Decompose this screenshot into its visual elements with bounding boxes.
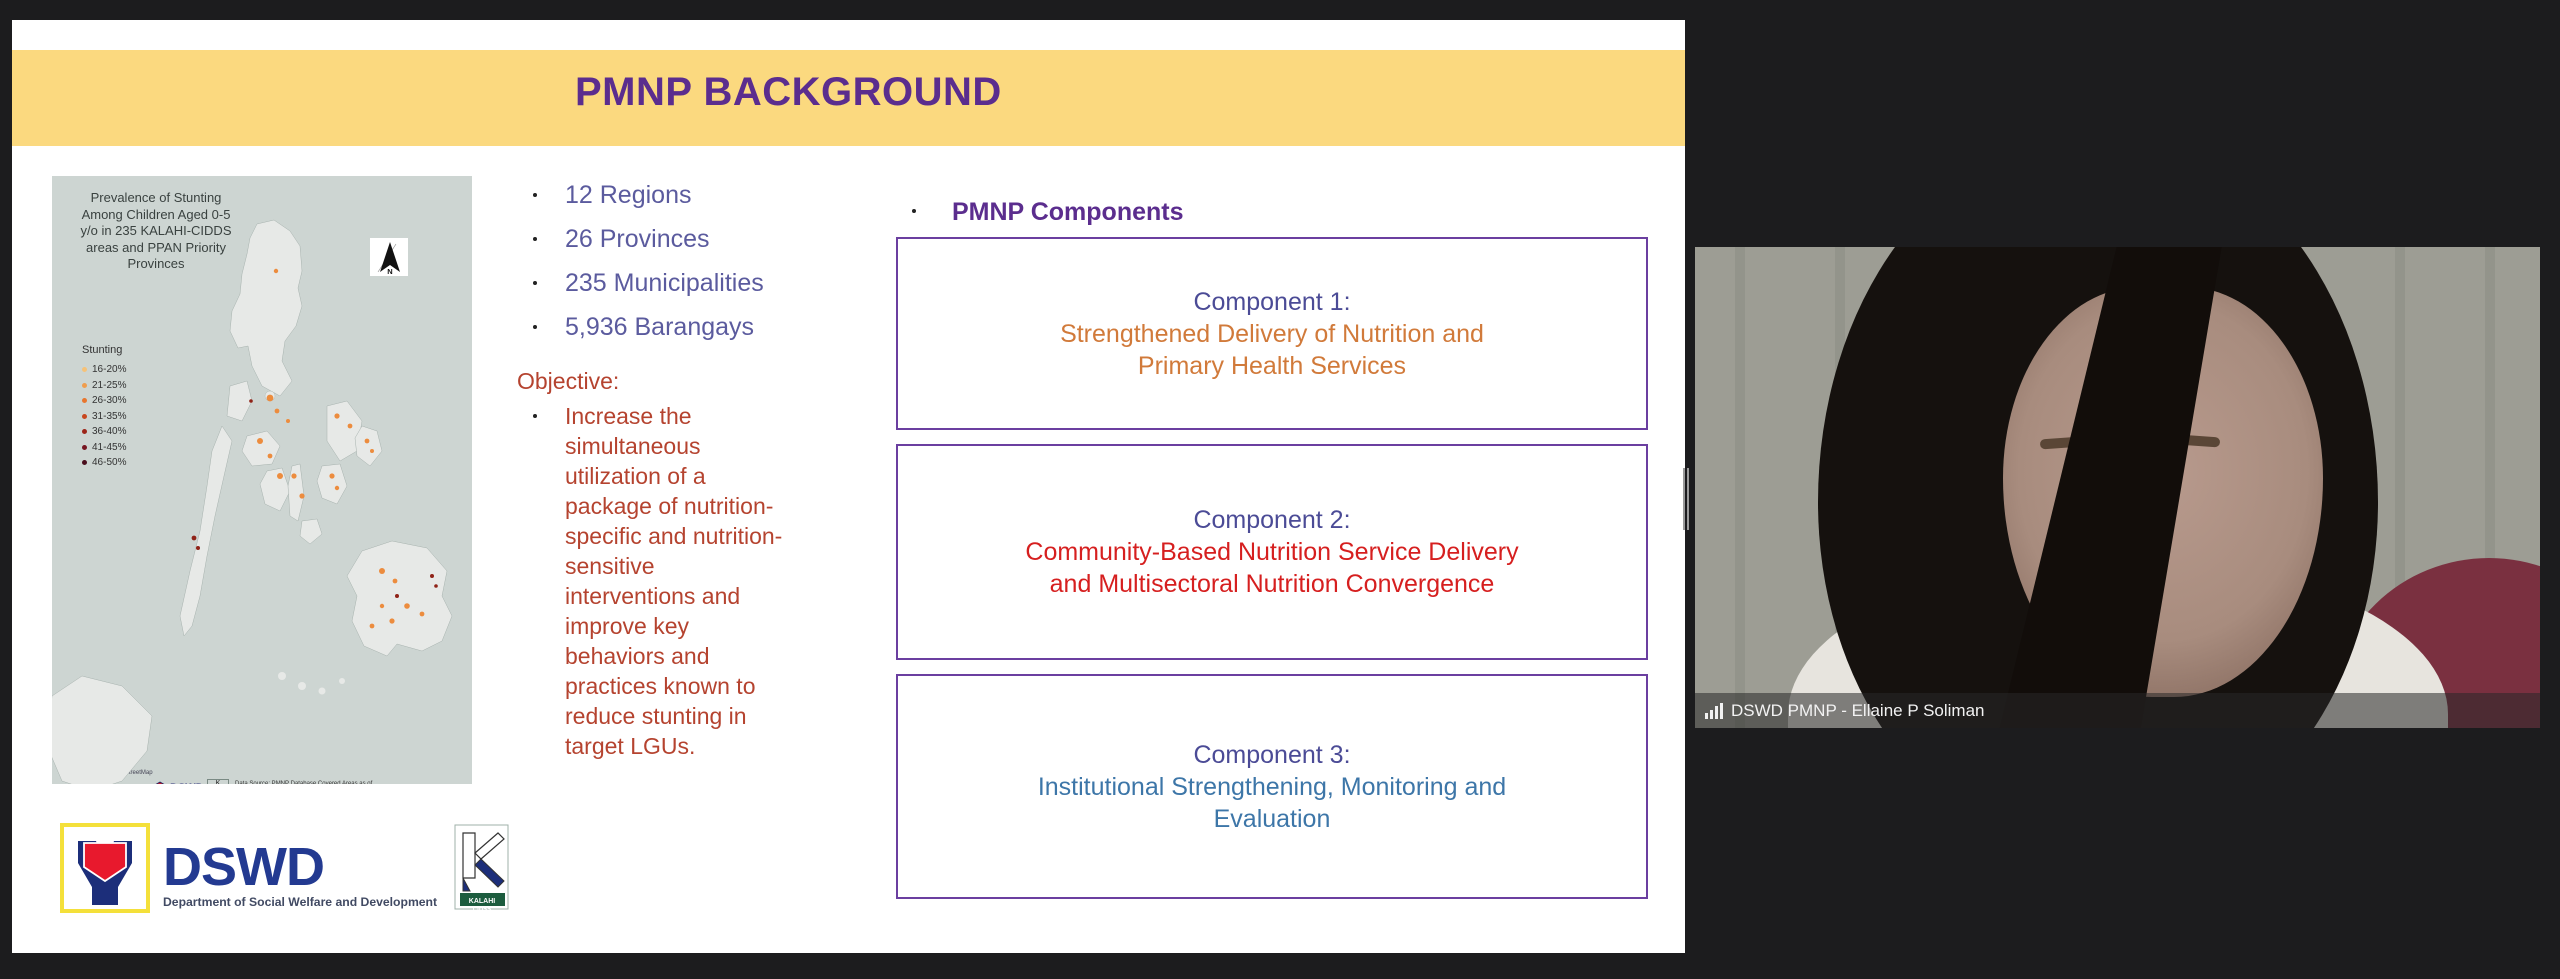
svg-text:CIDSS: CIDSS bbox=[473, 907, 491, 913]
svg-text:DSWD: DSWD bbox=[163, 837, 324, 897]
svg-text:KALAHI: KALAHI bbox=[469, 898, 495, 905]
svg-text:Department of Social Welfare a: Department of Social Welfare and Develop… bbox=[163, 895, 437, 909]
